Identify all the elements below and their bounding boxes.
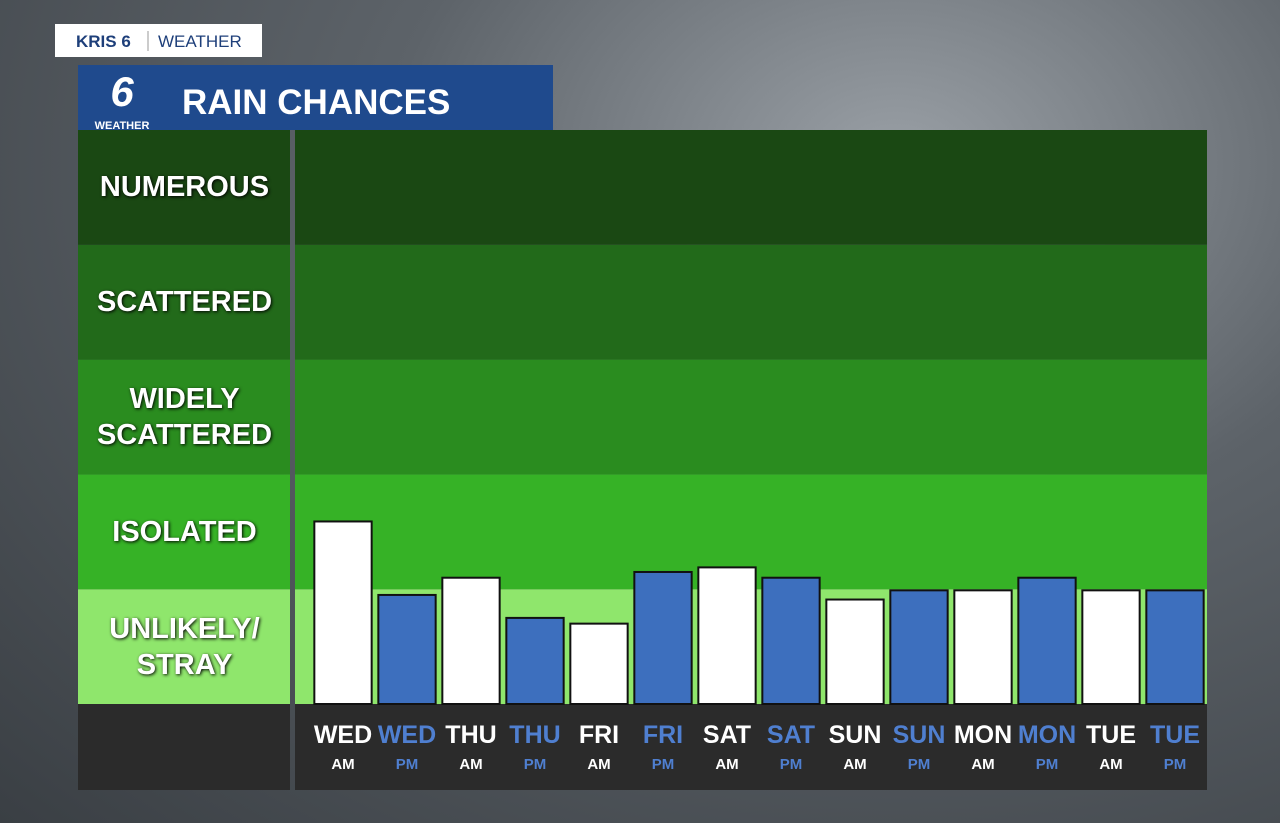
- x-tick-label: TUE: [1086, 721, 1136, 749]
- band: [295, 244, 1207, 360]
- band-label-bg: [78, 474, 290, 590]
- x-tick-label: WED: [314, 721, 372, 749]
- logo-number: 6: [110, 68, 134, 115]
- band-label-bg: [78, 359, 290, 475]
- bar: [1017, 576, 1077, 705]
- corner: [78, 704, 290, 790]
- bar: [441, 576, 501, 705]
- x-tick-sublabel: PM: [780, 756, 803, 773]
- band: [295, 130, 1207, 245]
- title-bg: [78, 65, 553, 130]
- x-tick-label: THU: [509, 721, 560, 749]
- x-tick-sublabel: PM: [652, 756, 675, 773]
- x-tick-sublabel: AM: [843, 756, 866, 773]
- x-tick-label: MON: [1018, 721, 1076, 749]
- x-tick-label: TUE: [1150, 721, 1200, 749]
- x-tick-label: SUN: [829, 721, 882, 749]
- bar: [1081, 589, 1141, 706]
- x-tick-sublabel: PM: [524, 756, 547, 773]
- bar: [1145, 589, 1205, 706]
- x-tick-label: THU: [445, 721, 496, 749]
- x-tick-sublabel: AM: [971, 756, 994, 773]
- x-tick-label: SUN: [893, 721, 946, 749]
- band-label-bg: [78, 130, 290, 245]
- bar: [313, 520, 373, 706]
- x-tick-label: MON: [954, 721, 1012, 749]
- x-tick-sublabel: AM: [331, 756, 354, 773]
- chart-title: RAIN CHANCES: [182, 83, 450, 122]
- x-tick-label: SAT: [767, 721, 815, 749]
- tag-bg: [55, 24, 262, 57]
- y-tick-label: WIDELY SCATTERED: [96, 383, 273, 451]
- band: [295, 359, 1207, 475]
- bar: [377, 593, 437, 705]
- x-tick-sublabel: AM: [1099, 756, 1122, 773]
- bar: [761, 576, 821, 705]
- bar: [505, 616, 565, 706]
- x-tick-label: SAT: [703, 721, 751, 749]
- y-tick-label: UNLIKELY/ STRAY: [109, 612, 260, 681]
- bar: [825, 598, 885, 705]
- x-tick-sublabel: AM: [459, 756, 482, 773]
- x-tick-sublabel: PM: [1164, 756, 1187, 773]
- x-tick-sublabel: PM: [396, 756, 419, 773]
- bar: [569, 622, 629, 706]
- band-label-bg: [78, 589, 290, 704]
- x-tick-label: FRI: [643, 721, 683, 749]
- section: WEATHER: [158, 32, 242, 51]
- x-tick-sublabel: PM: [908, 756, 931, 773]
- bar: [889, 589, 949, 706]
- station: KRIS 6: [76, 32, 131, 51]
- bar: [697, 566, 757, 705]
- y-tick-label: ISOLATED: [112, 515, 257, 548]
- bar: [953, 589, 1013, 706]
- x-axis-bg: [295, 704, 1207, 790]
- logo-text: WEATHER: [95, 120, 150, 132]
- x-tick-label: FRI: [579, 721, 619, 749]
- bar: [633, 570, 693, 705]
- x-tick-sublabel: PM: [1036, 756, 1059, 773]
- y-tick-label: SCATTERED: [96, 286, 273, 319]
- x-tick-label: WED: [378, 721, 436, 749]
- x-tick-sublabel: AM: [587, 756, 610, 773]
- x-tick-sublabel: AM: [715, 756, 738, 773]
- band-label-bg: [78, 244, 290, 360]
- y-tick-label: NUMEROUS: [99, 171, 270, 204]
